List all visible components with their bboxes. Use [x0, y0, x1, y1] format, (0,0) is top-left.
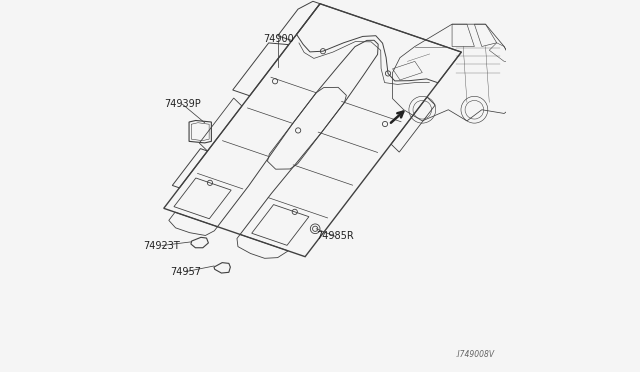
Text: 74939P: 74939P — [164, 99, 201, 109]
Text: 74957: 74957 — [171, 267, 202, 276]
Text: 74923T: 74923T — [143, 241, 180, 250]
Text: 74900: 74900 — [263, 34, 294, 44]
Text: 74985R: 74985R — [316, 231, 354, 241]
Text: .I749008V: .I749008V — [456, 350, 495, 359]
